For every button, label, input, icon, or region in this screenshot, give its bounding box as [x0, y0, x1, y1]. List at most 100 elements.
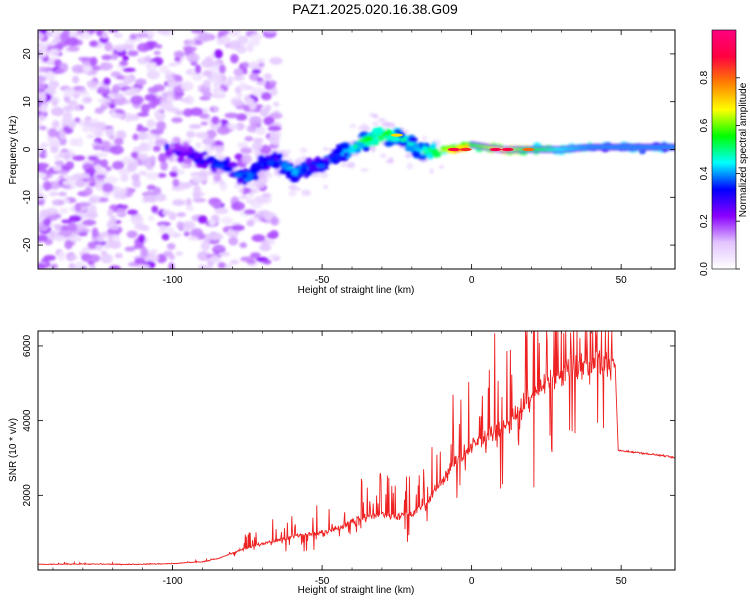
spectrogram-noise-blob: [254, 195, 268, 204]
spectrogram-noise-blob: [102, 182, 114, 193]
spectrogram-noise-blob: [153, 186, 162, 196]
snr-x-tick-label: -100: [163, 576, 183, 587]
spectrogram-faint-blob: [439, 165, 444, 169]
spectrogram-noise-blob: [74, 202, 82, 213]
spectrogram-noise-blob: [149, 61, 158, 72]
spectrogram-ridge-blob: [211, 167, 217, 173]
spectrogram-noise-blob: [53, 165, 62, 172]
spectrogram-noise-blob: [134, 257, 146, 265]
spectrogram-faint-blob: [211, 180, 220, 185]
spectrogram-noise-blob: [143, 194, 157, 203]
spectrogram-noise-blob: [69, 30, 78, 36]
spectrogram-ridge-blob: [329, 155, 340, 161]
spectrogram-ridge-blob: [182, 157, 193, 165]
snr-panel: -100 -50 0 50 2000 4000 6000 Height of straigh…: [8, 330, 676, 596]
spectrogram-noise-blob: [208, 78, 217, 83]
spectrogram-faint-blob: [361, 123, 368, 129]
snr-background: [38, 331, 675, 570]
spectrogram-faint-blob: [212, 145, 218, 151]
spectrogram-noise-blob: [191, 72, 204, 81]
spectrogram-noise-blob: [119, 174, 129, 182]
spectrogram-noise-blob: [193, 185, 201, 195]
spectrogram-noise-blob: [138, 170, 148, 176]
spectrogram-noise-blob: [263, 73, 273, 80]
spectrogram-noise-blob: [224, 112, 239, 119]
spectrogram-noise-blob: [199, 113, 210, 119]
spectrogram-noise-blob: [212, 106, 219, 112]
spectrogram-y-tick-label: -20: [22, 237, 33, 252]
spectrogram-ridge-blob: [291, 168, 299, 177]
spectrogram-ridge-blob: [339, 142, 347, 148]
spectrogram-noise-blob: [217, 261, 226, 269]
spectrogram-noise-blob: [113, 191, 125, 200]
spectrogram-faint-blob: [381, 121, 391, 127]
spectrogram-noise-blob: [192, 179, 200, 184]
spectrogram-noise-blob: [95, 174, 106, 180]
spectrogram-peak: [489, 147, 502, 152]
spectrogram-noise-blob: [100, 31, 109, 39]
spectrogram-noise-blob: [146, 121, 157, 127]
spectrogram-noise-blob: [113, 33, 123, 38]
spectrogram-noise-blob: [123, 88, 138, 97]
spectrogram-noise-blob: [103, 77, 111, 86]
spectrogram-noise-blob: [122, 67, 136, 73]
spectrogram-x-tick-label: -50: [315, 275, 330, 286]
spectrogram-noise-blob: [88, 196, 97, 204]
spectrogram-noise-blob: [51, 199, 60, 206]
spectrogram-ridge-blob: [281, 161, 291, 170]
spectrogram-noise-blob: [186, 53, 200, 63]
spectrogram-noise-blob: [186, 130, 195, 139]
spectrogram-ridge-blob: [309, 160, 319, 166]
spectrogram-band-inner: [672, 145, 675, 150]
spectrogram-noise-blob: [237, 35, 249, 45]
spectrogram-ridge-blob: [399, 137, 406, 142]
spectrogram-noise-blob: [166, 243, 176, 250]
spectrogram-noise-blob: [223, 35, 231, 44]
spectrogram-noise-blob: [164, 70, 173, 76]
spectrogram-noise-blob: [260, 92, 272, 101]
spectrogram-noise-blob: [38, 42, 48, 52]
spectrogram-ridge-blob: [276, 152, 284, 159]
spectrogram-noise-blob: [158, 229, 166, 234]
spectrogram-noise-blob: [101, 54, 113, 61]
spectrogram-noise-blob: [48, 191, 60, 197]
snr-y-tick-label: 6000: [22, 334, 33, 357]
spectrogram-noise-blob: [152, 145, 161, 152]
spectrogram-noise-blob: [38, 82, 46, 90]
spectrogram-noise-blob: [233, 68, 244, 77]
spectrogram-noise-blob: [79, 92, 90, 97]
spectrogram-noise-blob: [97, 98, 112, 103]
spectrogram-faint-blob: [239, 195, 248, 200]
spectrogram-noise-blob: [74, 261, 85, 269]
spectrogram-ridge-blob: [376, 130, 383, 136]
spectrogram-noise-blob: [229, 259, 240, 265]
spectrogram-faint-blob: [388, 157, 394, 161]
spectrogram-noise-blob: [54, 160, 65, 166]
spectrogram-noise-blob: [211, 116, 220, 125]
spectrogram-faint-blob: [249, 188, 259, 194]
spectrogram-faint-blob: [386, 159, 395, 164]
spectrogram-noise-blob: [60, 32, 69, 43]
snr-ticks: -100 -50 0 50 2000 4000 6000: [22, 331, 675, 587]
spectrogram-faint-blob: [405, 152, 412, 159]
spectrogram-noise-blob: [110, 110, 117, 119]
spectrogram-ridge-blob: [212, 159, 220, 164]
spectrogram-noise-blob: [166, 96, 175, 103]
spectrogram-noise-blob: [108, 30, 119, 33]
spectrogram-noise-blob: [190, 30, 205, 34]
spectrogram-noise-blob: [263, 116, 275, 126]
spectrogram-noise-blob: [269, 230, 279, 239]
snr-x-label: Height of straight line (km): [298, 585, 415, 596]
spectrogram-noise-blob: [168, 262, 175, 269]
spectrogram-faint-blob: [288, 190, 297, 197]
spectrogram-noise-blob: [210, 235, 224, 240]
spectrogram-noise-blob: [82, 65, 93, 72]
colorbar-ticks: 0.0 0.2 0.4 0.6 0.8: [699, 70, 740, 276]
spectrogram-faint-blob: [277, 149, 286, 154]
figure-title: PAZ1.2025.020.16.38.G09: [292, 1, 458, 17]
spectrogram-noise-blob: [127, 50, 139, 57]
spectrogram-noise-blob: [156, 253, 167, 264]
colorbar-fill: [712, 30, 736, 269]
spectrogram-noise-blob: [58, 191, 67, 197]
